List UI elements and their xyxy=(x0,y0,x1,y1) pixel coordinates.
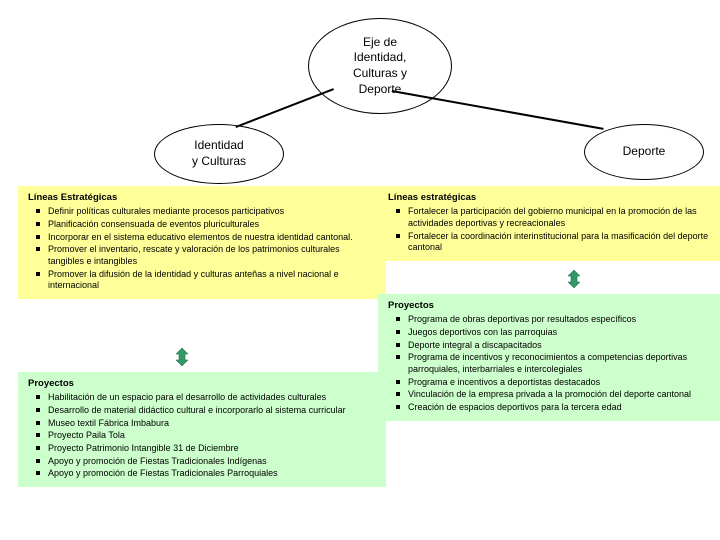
panel-right-lineas: Líneas estratégicas Fortalecer la partici… xyxy=(378,186,720,261)
panel-list: Fortalecer la participación del gobierno… xyxy=(388,206,718,254)
list-item: Apoyo y promoción de Fiestas Tradicional… xyxy=(28,456,376,468)
connector-0 xyxy=(235,89,334,128)
panel-right-proyectos: Proyectos Programa de obras deportivas po… xyxy=(378,294,720,421)
panel-list: Definir políticas culturales mediante pr… xyxy=(28,206,376,292)
list-item: Programa de obras deportivas por resulta… xyxy=(388,314,718,326)
connector-1 xyxy=(392,90,604,129)
list-item: Incorporar en el sistema educativo eleme… xyxy=(28,232,376,244)
list-item: Promover el inventario, rescate y valora… xyxy=(28,244,376,267)
list-item: Habilitación de un espacio para el desar… xyxy=(28,392,376,404)
main-node: Eje deIdentidad,Culturas yDeporte xyxy=(308,18,452,114)
panel-title: Líneas estratégicas xyxy=(388,192,718,204)
panel-title: Proyectos xyxy=(388,300,718,312)
list-item: Fortalecer la coordinación interinstituc… xyxy=(388,231,718,254)
list-item: Apoyo y promoción de Fiestas Tradicional… xyxy=(28,468,376,480)
sub-node-identidad: Identidady Culturas xyxy=(154,124,284,184)
panel-left-lineas: Líneas Estratégicas Definir políticas cul… xyxy=(18,186,386,299)
panel-title: Líneas Estratégicas xyxy=(28,192,376,204)
list-item: Deporte integral a discapacitados xyxy=(388,340,718,352)
list-item: Planificación consensuada de eventos plu… xyxy=(28,219,376,231)
list-item: Promover la difusión de la identidad y c… xyxy=(28,269,376,292)
list-item: Programa e incentivos a deportistas dest… xyxy=(388,377,718,389)
panel-list: Habilitación de un espacio para el desar… xyxy=(28,392,376,480)
list-item: Creación de espacios deportivos para la … xyxy=(388,402,718,414)
list-item: Proyecto Patrimonio Intangible 31 de Dic… xyxy=(28,443,376,455)
list-item: Definir políticas culturales mediante pr… xyxy=(28,206,376,218)
sub-node-deporte: Deporte xyxy=(584,124,704,180)
panel-list: Programa de obras deportivas por resulta… xyxy=(388,314,718,414)
list-item: Proyecto Paila Tola xyxy=(28,430,376,442)
arrow-0 xyxy=(170,348,194,366)
list-item: Fortalecer la participación del gobierno… xyxy=(388,206,718,229)
panel-title: Proyectos xyxy=(28,378,376,390)
arrow-1 xyxy=(562,270,586,288)
panel-left-proyectos: Proyectos Habilitación de un espacio para… xyxy=(18,372,386,487)
list-item: Juegos deportivos con las parroquias xyxy=(388,327,718,339)
list-item: Museo textil Fábrica Imbabura xyxy=(28,418,376,430)
list-item: Desarrollo de material didáctico cultura… xyxy=(28,405,376,417)
list-item: Programa de incentivos y reconocimientos… xyxy=(388,352,718,375)
list-item: Vinculación de la empresa privada a la p… xyxy=(388,389,718,401)
